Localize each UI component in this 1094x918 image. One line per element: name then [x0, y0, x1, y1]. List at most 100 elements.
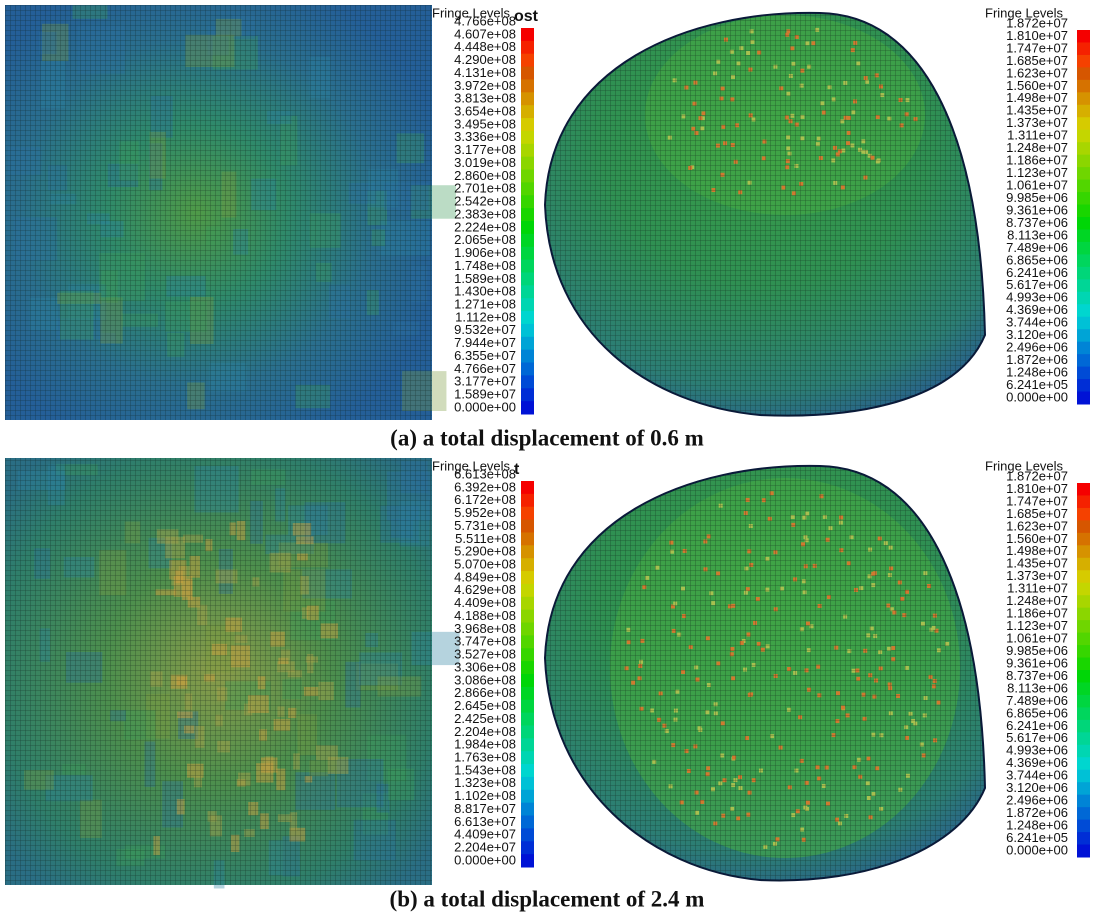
color-bar-segment [1077, 757, 1090, 770]
color-bar-segment [1077, 105, 1090, 118]
color-bar-segment [521, 648, 534, 661]
color-bar-segment [521, 41, 534, 54]
color-bar-segment [521, 571, 534, 584]
color-bar-segment [1077, 845, 1090, 858]
figure: Fringe Levelsost4.766e+084.607e+084.448e… [0, 0, 1094, 918]
color-bar-segment [521, 363, 534, 376]
color-bar-segment [1077, 508, 1090, 521]
dome-mesh [545, 466, 985, 881]
color-bar-segment [1077, 570, 1090, 583]
color-bar-segment [1077, 80, 1090, 93]
color-bar-segment [521, 388, 534, 401]
color-bar-segment [1077, 658, 1090, 671]
color-bar-segment [521, 144, 534, 157]
color-bar-segment [521, 234, 534, 247]
color-bar-segment [521, 764, 534, 777]
color-bar-segment [1077, 192, 1090, 205]
legend-level: 0.000e+00 [454, 399, 516, 414]
legend-level: 0.000e+00 [1006, 389, 1068, 404]
caption: (a) a total displacement of 0.6 m [390, 425, 704, 450]
color-bar-segment [521, 221, 534, 234]
color-bar-segment [1077, 167, 1090, 180]
color-bar-segment [521, 790, 534, 803]
color-bar-segment [1077, 342, 1090, 355]
color-bar-segment [521, 520, 534, 533]
color-bar-segment [1077, 254, 1090, 267]
color-bar-segment [521, 118, 534, 131]
color-bar-segment [521, 79, 534, 92]
color-bar-segment [1077, 279, 1090, 292]
mesh [5, 458, 432, 885]
color-bar-segment [1077, 92, 1090, 105]
color-bar-segment [521, 157, 534, 170]
color-bar-segment [521, 54, 534, 67]
color-bar-segment [1077, 807, 1090, 820]
color-bar-segment [1077, 520, 1090, 533]
color-bar-segment [1077, 229, 1090, 242]
color-bar-segment [1077, 30, 1090, 43]
color-bar-segment [521, 337, 534, 350]
color-bar-segment [1077, 645, 1090, 658]
color-bar-segment [521, 298, 534, 311]
color-bar-segment [521, 545, 534, 558]
color-bar-segment [1077, 720, 1090, 733]
color-bar-segment [521, 375, 534, 388]
color-bar-segment [521, 247, 534, 260]
color-bar-segment [1077, 583, 1090, 596]
mesh [5, 5, 432, 420]
color-bar-segment [1077, 608, 1090, 621]
color-bar-segment [521, 182, 534, 195]
color-bar-segment [1077, 832, 1090, 845]
color-bar-segment [1077, 558, 1090, 571]
color-bar-segment [521, 481, 534, 494]
color-bar-segment [1077, 745, 1090, 758]
color-bar-segment [521, 401, 534, 414]
color-bar-segment [1077, 682, 1090, 695]
color-bar-segment [1077, 117, 1090, 130]
legend-level: 0.000e+00 [1006, 842, 1068, 857]
color-bar-segment [1077, 292, 1090, 305]
color-bar-segment [1077, 317, 1090, 330]
color-bar-segment [521, 67, 534, 80]
color-bar-segment [521, 272, 534, 285]
color-bar-segment [521, 350, 534, 363]
color-bar-segment [1077, 42, 1090, 55]
color-bar-segment [521, 854, 534, 867]
color-bar-segment [1077, 354, 1090, 367]
color-bar-segment [1077, 329, 1090, 342]
color-bar-segment [1077, 67, 1090, 80]
color-bar-segment [521, 195, 534, 208]
color-bar-segment [521, 725, 534, 738]
color-bar-segment [521, 92, 534, 105]
color-bar-segment [1077, 267, 1090, 280]
color-bar-segment [521, 738, 534, 751]
color-bar-segment [1077, 633, 1090, 646]
color-bar-segment [1077, 55, 1090, 68]
color-bar-segment [521, 324, 534, 337]
color-bar-segment [1077, 217, 1090, 230]
color-bar-segment [1077, 533, 1090, 546]
color-bar-segment [521, 687, 534, 700]
color-bar-segment [521, 610, 534, 623]
color-bar-segment [1077, 620, 1090, 633]
color-bar-segment [521, 584, 534, 597]
legend-level: 0.000e+00 [454, 852, 516, 867]
color-bar-segment [521, 507, 534, 520]
color-bar-segment [1077, 732, 1090, 745]
dome-mesh [545, 13, 985, 416]
color-bar-segment [521, 674, 534, 687]
color-bar-segment [1077, 495, 1090, 508]
color-bar-segment [1077, 770, 1090, 783]
color-bar-segment [521, 828, 534, 841]
caption: (b) a total displacement of 2.4 m [390, 886, 705, 911]
color-bar-segment [1077, 820, 1090, 833]
color-bar-segment [1077, 392, 1090, 405]
color-bar-segment [521, 131, 534, 144]
color-bar-segment [1077, 707, 1090, 720]
color-bar-segment [521, 170, 534, 183]
color-bar-segment [521, 623, 534, 636]
color-bar-segment [521, 311, 534, 324]
color-bar-segment [1077, 545, 1090, 558]
color-bar-segment [521, 105, 534, 118]
color-bar-segment [521, 777, 534, 790]
